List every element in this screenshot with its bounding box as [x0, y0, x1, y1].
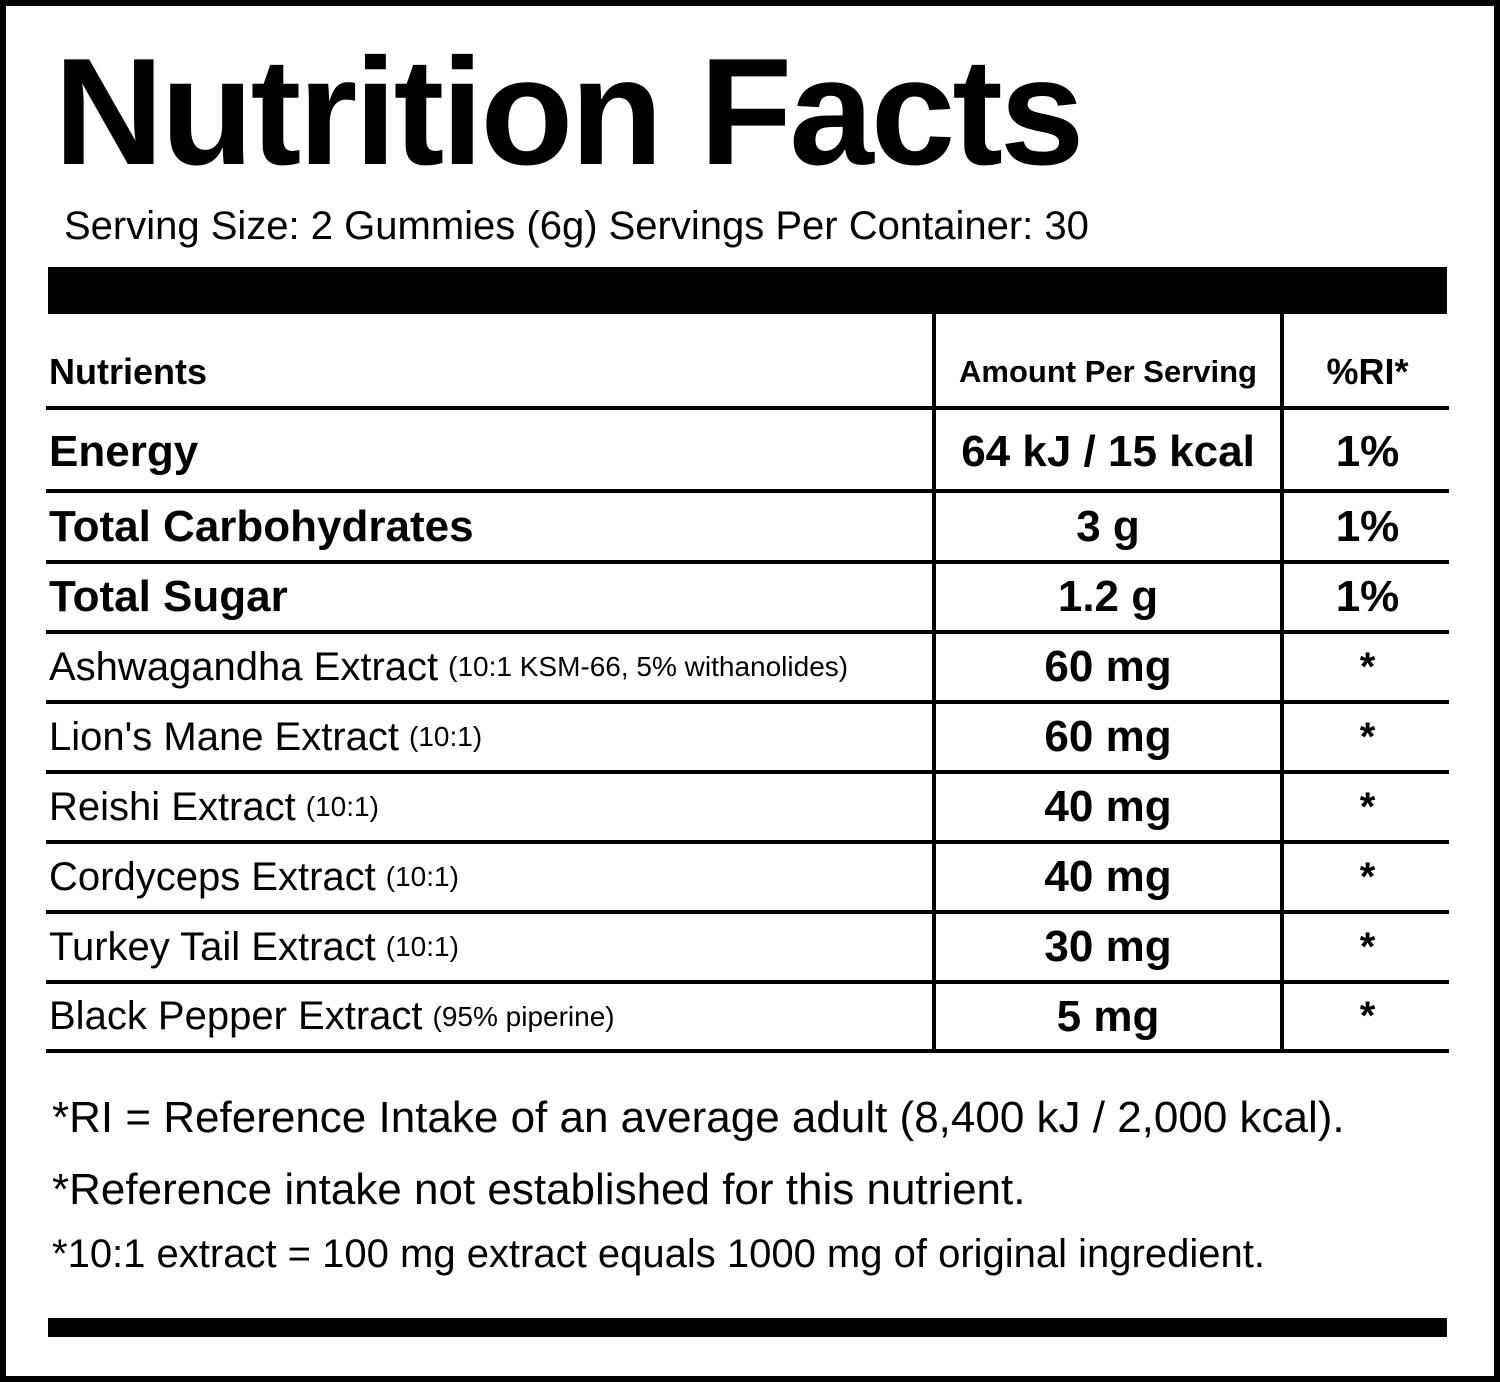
- row-divider: [46, 840, 1449, 844]
- serving-info: Serving Size: 2 Gummies (6g) Servings Pe…: [64, 204, 1089, 248]
- row-divider: [46, 406, 1449, 410]
- nutrient-ri: *: [1359, 784, 1376, 829]
- footnote-ri-not-established: *Reference intake not established for th…: [52, 1165, 1026, 1214]
- nutrient-ri: 1%: [1335, 572, 1400, 621]
- row-divider: [46, 489, 1449, 493]
- nutrient-note: (10:1): [305, 791, 379, 822]
- column-divider: [1280, 314, 1284, 1051]
- row-divider: [46, 980, 1449, 984]
- header-nutrients: Nutrients: [49, 351, 208, 392]
- nutrient-name: Ashwagandha Extract: [49, 644, 439, 689]
- row-divider: [46, 1049, 1449, 1053]
- nutrient-name-cell: Lion's Mane Extract (10:1): [49, 704, 929, 770]
- nutrient-note: (10:1): [385, 931, 459, 962]
- footnote-ri-definition: *RI = Reference Intake of an average adu…: [52, 1093, 1345, 1142]
- nutrient-note: (10:1): [409, 721, 483, 752]
- bottom-divider-bar: [48, 1318, 1447, 1337]
- nutrient-name: Turkey Tail Extract: [49, 924, 376, 969]
- nutrient-amount: 60 mg: [1044, 712, 1172, 761]
- nutrient-name-cell: Reishi Extract (10:1): [49, 774, 929, 840]
- nutrient-name: Energy: [49, 427, 199, 476]
- row-divider: [46, 700, 1449, 704]
- nutrient-name-cell: Cordyceps Extract (10:1): [49, 844, 929, 910]
- nutrient-name-cell: Ashwagandha Extract (10:1 KSM-66, 5% with…: [49, 634, 929, 700]
- nutrient-name-cell: Turkey Tail Extract (10:1): [49, 914, 929, 980]
- row-divider: [46, 560, 1449, 564]
- top-divider-bar: [48, 267, 1447, 314]
- header-amount: Amount Per Serving: [959, 354, 1257, 389]
- nutrient-amount: 40 mg: [1044, 852, 1172, 901]
- nutrient-ri: *: [1359, 644, 1376, 689]
- nutrient-amount: 60 mg: [1044, 642, 1172, 691]
- column-divider: [932, 314, 936, 1051]
- nutrient-amount: 40 mg: [1044, 782, 1172, 831]
- nutrient-note: (95% piperine): [432, 1000, 615, 1032]
- footnote-extract-ratio: *10:1 extract = 100 mg extract equals 10…: [52, 1232, 1265, 1276]
- nutrition-table: Nutrients Amount Per Serving %RI* Energy…: [46, 314, 1449, 1054]
- nutrient-note: (10:1 KSM-66, 5% withanolides): [448, 651, 849, 682]
- row-divider: [46, 770, 1449, 774]
- row-divider: [46, 910, 1449, 914]
- nutrient-ri: *: [1359, 854, 1376, 899]
- nutrient-note: (10:1): [385, 861, 459, 892]
- nutrient-name: Total Carbohydrates: [49, 502, 474, 551]
- nutrient-ri: *: [1359, 994, 1376, 1038]
- nutrient-name: Reishi Extract: [49, 784, 296, 829]
- nutrient-amount: 64 kJ / 15 kcal: [961, 427, 1255, 476]
- header-ri: %RI*: [1326, 351, 1409, 392]
- nutrient-ri: 1%: [1335, 427, 1400, 476]
- nutrient-amount: 30 mg: [1044, 922, 1172, 971]
- nutrient-name: Total Sugar: [49, 572, 288, 621]
- nutrient-amount: 3 g: [1076, 502, 1140, 551]
- nutrient-ri: 1%: [1335, 502, 1400, 551]
- nutrient-name: Black Pepper Extract: [49, 994, 423, 1038]
- nutrient-name: Lion's Mane Extract: [49, 714, 400, 759]
- label-title: Nutrition Facts: [54, 27, 1084, 197]
- nutrient-ri: *: [1359, 714, 1376, 759]
- nutrient-name: Cordyceps Extract: [49, 854, 376, 899]
- nutrient-name-cell: Black Pepper Extract (95% piperine): [49, 984, 929, 1049]
- nutrient-ri: *: [1359, 924, 1376, 969]
- nutrient-amount: 5 mg: [1056, 991, 1160, 1041]
- nutrient-amount: 1.2 g: [1057, 572, 1159, 621]
- row-divider: [46, 630, 1449, 634]
